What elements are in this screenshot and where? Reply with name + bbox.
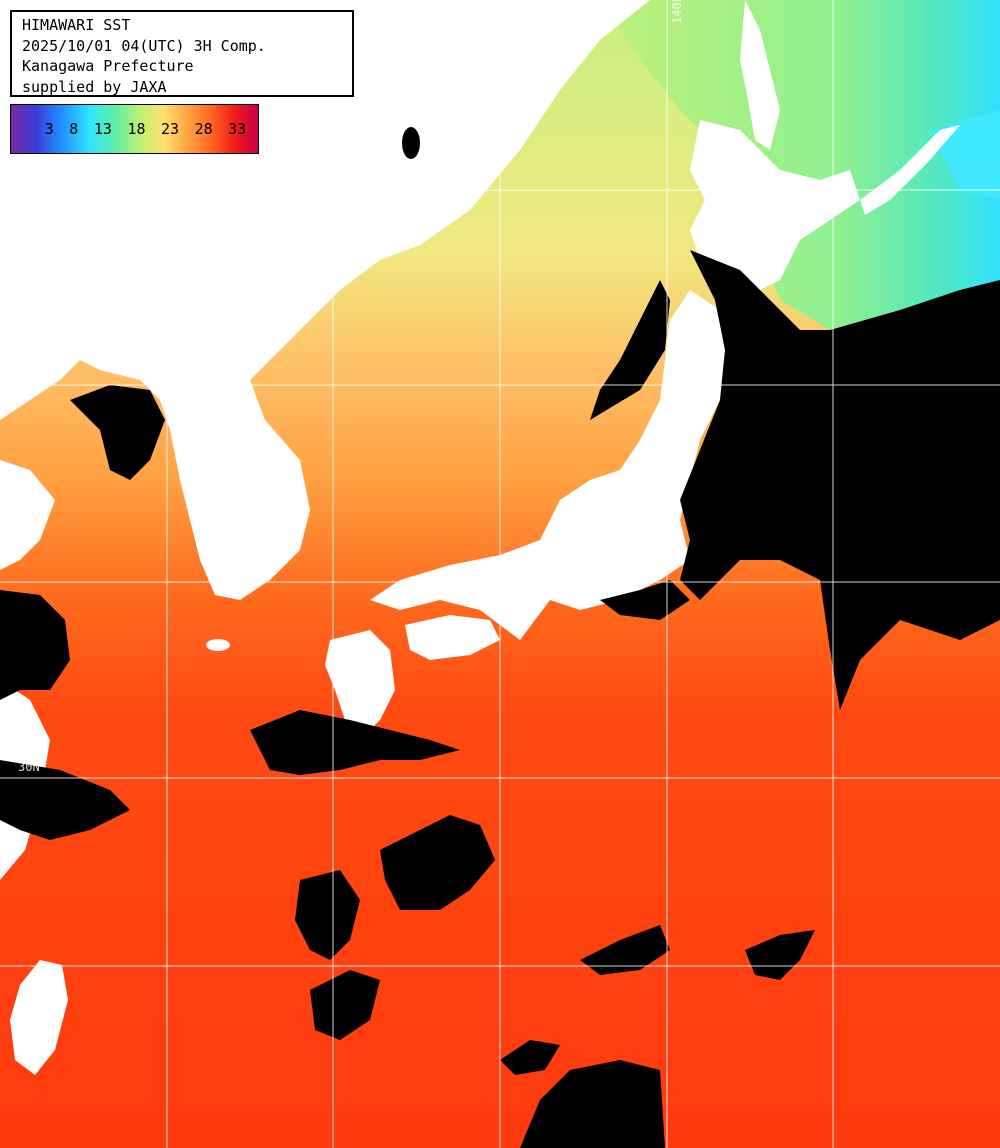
title-line-credit: supplied by JAXA bbox=[22, 77, 167, 96]
cloud-ryukyu bbox=[295, 870, 360, 960]
colorbar-tick: 8 bbox=[69, 120, 79, 138]
grid-label-lat-lower: 30N bbox=[18, 760, 40, 774]
title-line-datetime: 2025/10/01 04(UTC) 3H Comp. bbox=[22, 36, 266, 55]
cloud-pacific-center bbox=[380, 815, 495, 910]
cloud-bottom-west bbox=[500, 1040, 560, 1075]
cool-water-north bbox=[600, 0, 1000, 330]
cloud-east-large bbox=[680, 250, 1000, 710]
grid-label-lat-upper: 40N bbox=[18, 354, 40, 368]
cloud-south-center bbox=[580, 925, 670, 975]
cloud-south-kyushu bbox=[250, 710, 460, 775]
grid-label-lon: 140E bbox=[670, 0, 684, 24]
cloud-korea-bay bbox=[70, 385, 165, 480]
land-sakhalin bbox=[740, 0, 780, 150]
cloud-bottom bbox=[520, 1060, 665, 1148]
land-continent-west bbox=[0, 460, 55, 570]
land-honshu bbox=[370, 290, 725, 640]
colorbar-tick: 18 bbox=[127, 120, 146, 138]
colorbar-tick: 28 bbox=[194, 120, 213, 138]
colorbar-tick: 23 bbox=[161, 120, 180, 138]
colorbar-tick: 13 bbox=[93, 120, 112, 138]
title-line-product: HIMAWARI SST bbox=[22, 16, 131, 34]
land-kuril bbox=[860, 125, 960, 215]
title-box: HIMAWARI SST 2025/10/01 04(UTC) 3H Comp.… bbox=[10, 10, 354, 97]
colorbar-tick: 3 bbox=[44, 120, 54, 138]
land-kyushu bbox=[325, 630, 395, 740]
cloud-yellow-sea bbox=[0, 590, 70, 700]
land-taiwan bbox=[10, 960, 68, 1075]
colorbar-tick: 33 bbox=[228, 120, 247, 138]
temperature-colorbar: 3 8 13 18 23 28 33 bbox=[10, 104, 259, 154]
cloud-east-china-sea bbox=[0, 760, 130, 840]
island-jeju bbox=[206, 639, 230, 651]
cloud-south-west bbox=[310, 970, 380, 1040]
title-line-region: Kanagawa Prefecture bbox=[22, 57, 194, 75]
land-shikoku bbox=[405, 615, 500, 660]
island-ulleung bbox=[402, 127, 420, 159]
cloud-south-east bbox=[745, 930, 815, 980]
land-hokkaido bbox=[690, 120, 860, 290]
